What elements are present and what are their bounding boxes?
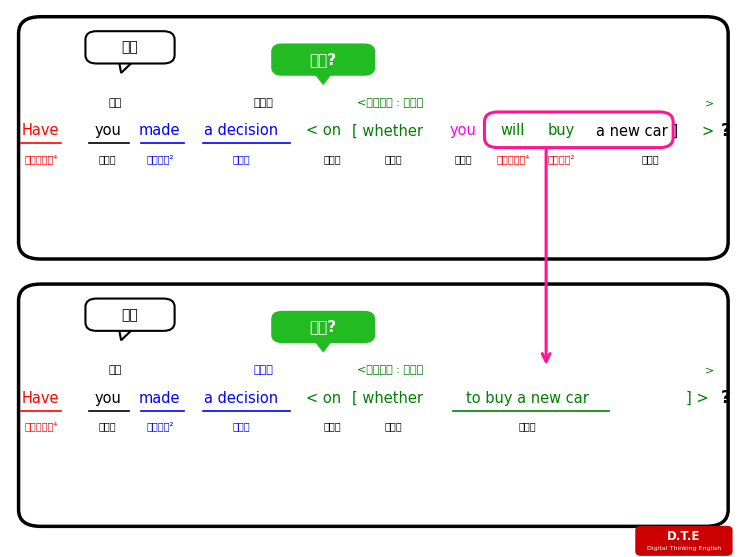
FancyBboxPatch shape bbox=[85, 31, 175, 63]
Text: 정형조동사⁴: 정형조동사⁴ bbox=[496, 154, 529, 164]
Text: 정형조동사⁴: 정형조동사⁴ bbox=[25, 154, 57, 164]
Text: you: you bbox=[450, 124, 476, 138]
Text: Digital Thinking English: Digital Thinking English bbox=[647, 546, 721, 551]
Text: will: will bbox=[501, 124, 525, 138]
Polygon shape bbox=[314, 73, 333, 85]
Polygon shape bbox=[314, 340, 333, 353]
Text: made: made bbox=[139, 391, 181, 405]
Text: <형용사구 : 수식어: <형용사구 : 수식어 bbox=[357, 98, 424, 108]
FancyBboxPatch shape bbox=[85, 299, 175, 331]
Text: >: > bbox=[701, 124, 713, 138]
Text: 주절: 주절 bbox=[122, 40, 138, 55]
Text: 주절: 주절 bbox=[122, 307, 138, 322]
Text: a new car ]: a new car ] bbox=[597, 124, 678, 138]
Text: 대명사: 대명사 bbox=[454, 154, 472, 164]
Text: 명사구: 명사구 bbox=[641, 154, 659, 164]
Text: 정형조동사⁴: 정형조동사⁴ bbox=[25, 421, 57, 431]
Text: D.T.E: D.T.E bbox=[667, 530, 701, 543]
Text: ?: ? bbox=[721, 122, 731, 140]
Text: you: you bbox=[94, 124, 121, 138]
Text: a decision: a decision bbox=[204, 124, 279, 138]
Text: 명사구: 명사구 bbox=[519, 421, 536, 431]
Text: Have: Have bbox=[22, 124, 59, 138]
Text: you: you bbox=[94, 391, 121, 405]
Text: [ whether: [ whether bbox=[352, 391, 424, 405]
Text: 주어: 주어 bbox=[108, 98, 122, 108]
Text: 동사원형²: 동사원형² bbox=[548, 154, 574, 164]
Text: 목적어: 목적어 bbox=[254, 365, 273, 375]
Text: 과거분사²: 과거분사² bbox=[146, 421, 173, 431]
Text: a decision: a decision bbox=[204, 391, 279, 405]
Text: 전치사: 전치사 bbox=[323, 154, 341, 164]
Text: 대명사: 대명사 bbox=[99, 421, 117, 431]
Polygon shape bbox=[119, 328, 134, 340]
FancyBboxPatch shape bbox=[271, 311, 375, 343]
Text: < on: < on bbox=[305, 124, 341, 138]
Text: made: made bbox=[139, 124, 181, 138]
Text: [ whether: [ whether bbox=[352, 124, 424, 138]
Text: >: > bbox=[705, 365, 714, 375]
Text: 어떤?: 어떤? bbox=[310, 52, 337, 67]
Text: 명사구: 명사구 bbox=[233, 421, 250, 431]
Text: 접속사: 접속사 bbox=[385, 421, 403, 431]
Polygon shape bbox=[119, 61, 134, 73]
Text: 과거분사²: 과거분사² bbox=[146, 154, 173, 164]
Text: >: > bbox=[705, 98, 714, 108]
Text: ?: ? bbox=[721, 389, 731, 407]
Text: ] >: ] > bbox=[686, 391, 708, 405]
Text: 대명사: 대명사 bbox=[99, 154, 117, 164]
FancyBboxPatch shape bbox=[635, 526, 733, 556]
FancyBboxPatch shape bbox=[271, 43, 375, 76]
Text: <형용사구 : 수식어: <형용사구 : 수식어 bbox=[357, 365, 424, 375]
Text: 어떤?: 어떤? bbox=[310, 320, 337, 334]
Text: 전치사: 전치사 bbox=[323, 421, 341, 431]
Text: 접속사: 접속사 bbox=[385, 154, 403, 164]
Text: < on: < on bbox=[305, 391, 341, 405]
Text: 목적어: 목적어 bbox=[254, 98, 273, 108]
Text: Have: Have bbox=[22, 391, 59, 405]
Text: to buy a new car: to buy a new car bbox=[466, 391, 589, 405]
Text: 명사구: 명사구 bbox=[233, 154, 250, 164]
Text: 주어: 주어 bbox=[108, 365, 122, 375]
Text: buy: buy bbox=[548, 124, 574, 138]
